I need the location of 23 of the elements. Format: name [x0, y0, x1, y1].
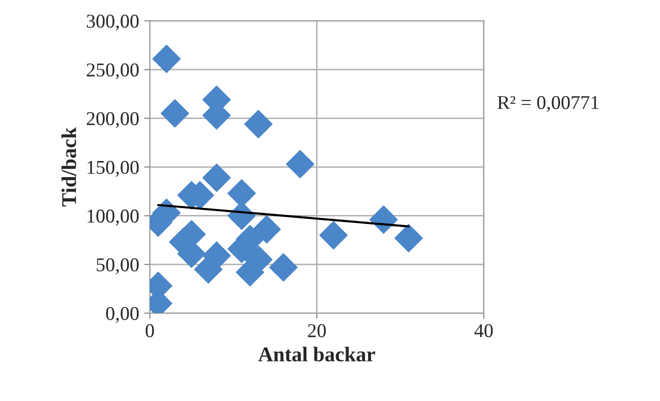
point: [369, 205, 398, 234]
y-tick-label: 150,00: [88, 160, 139, 177]
point: [394, 224, 423, 252]
point: [269, 253, 298, 282]
y-axis-title: Tid/back: [61, 127, 76, 206]
x-tick-label: 40: [474, 324, 493, 338]
y-tick-label: 50,00: [96, 258, 139, 274]
x-tick-label: 0: [146, 324, 154, 338]
point: [286, 150, 314, 178]
point: [202, 163, 231, 192]
point: [319, 220, 348, 250]
y-tick-label: 200,00: [86, 112, 139, 128]
y-tick-label: 250,00: [86, 63, 139, 80]
x-axis-title: Antal backar: [258, 346, 376, 362]
text: R² = 0,00771: [498, 96, 598, 112]
point: [160, 99, 190, 128]
point: [252, 215, 281, 244]
y-tick-label: 300,00: [86, 14, 139, 31]
y-tick-label: 100,00: [88, 210, 139, 226]
point: [152, 44, 181, 74]
point: [244, 110, 273, 138]
x-tick-label: 20: [308, 324, 326, 338]
y-tick-label: 0,00: [106, 306, 139, 323]
